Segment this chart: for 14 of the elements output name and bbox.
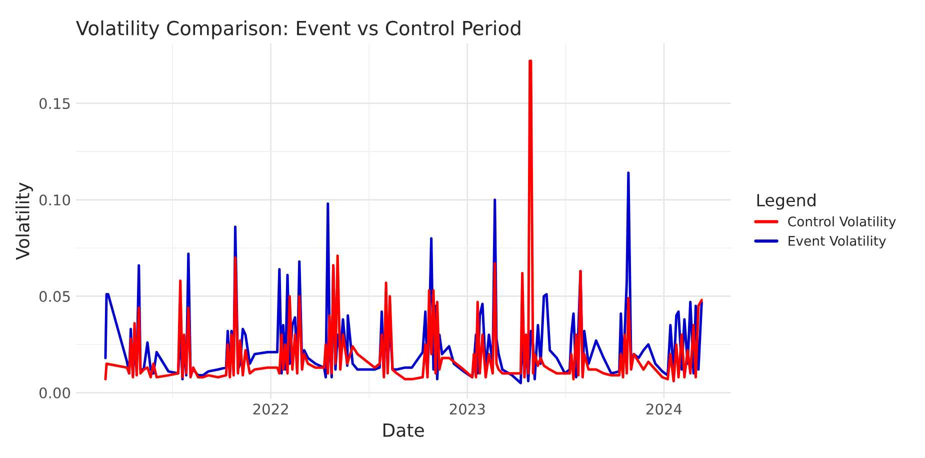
legend-label: Control Volatility	[788, 216, 896, 230]
y-axis-title: Volatility	[15, 182, 33, 260]
chart-title: Volatility Comparison: Event vs Control Period	[76, 20, 520, 40]
legend-title: Legend	[757, 194, 816, 210]
x-tick-label: 2022	[253, 404, 288, 415]
y-tick-label: 0.15	[39, 98, 70, 110]
x-tick-label: 2023	[450, 404, 485, 415]
y-tick-label: 0.00	[39, 387, 70, 398]
y-tick-label: 0.05	[39, 290, 70, 302]
legend-label: Event Volatility	[788, 236, 886, 248]
line-series	[104, 60, 703, 382]
x-axis-title: Date	[383, 424, 424, 437]
y-tick-label: 0.10	[39, 194, 70, 206]
x-tick-label: 2024	[646, 404, 682, 415]
